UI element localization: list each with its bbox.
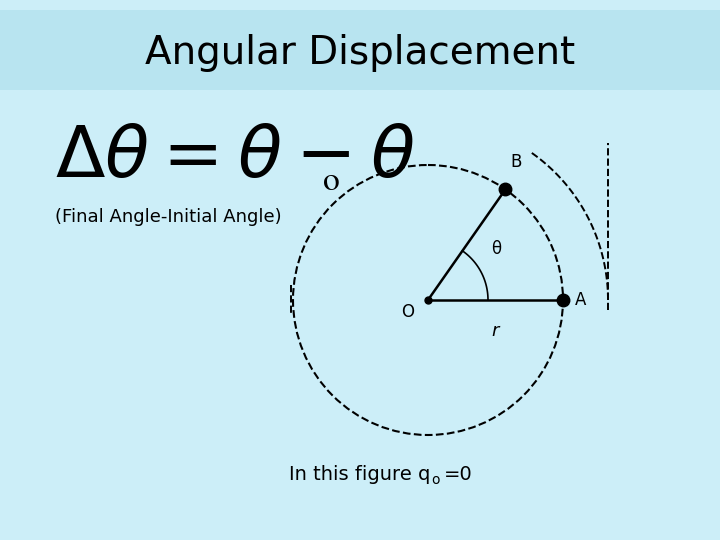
Text: o: o bbox=[431, 473, 439, 487]
Bar bbox=[0, 10, 720, 90]
Text: B: B bbox=[510, 153, 522, 171]
Text: θ: θ bbox=[492, 240, 502, 258]
Text: r: r bbox=[492, 322, 499, 340]
Text: $\Delta\theta=\theta-\theta$: $\Delta\theta=\theta-\theta$ bbox=[55, 127, 415, 193]
Text: In this figure q: In this figure q bbox=[289, 465, 430, 484]
Text: o: o bbox=[323, 167, 340, 197]
Text: A: A bbox=[575, 291, 586, 309]
Text: Angular Displacement: Angular Displacement bbox=[145, 34, 575, 72]
Text: (Final Angle-Initial Angle): (Final Angle-Initial Angle) bbox=[55, 208, 282, 226]
Text: =0: =0 bbox=[444, 465, 473, 484]
Text: O: O bbox=[401, 303, 414, 321]
